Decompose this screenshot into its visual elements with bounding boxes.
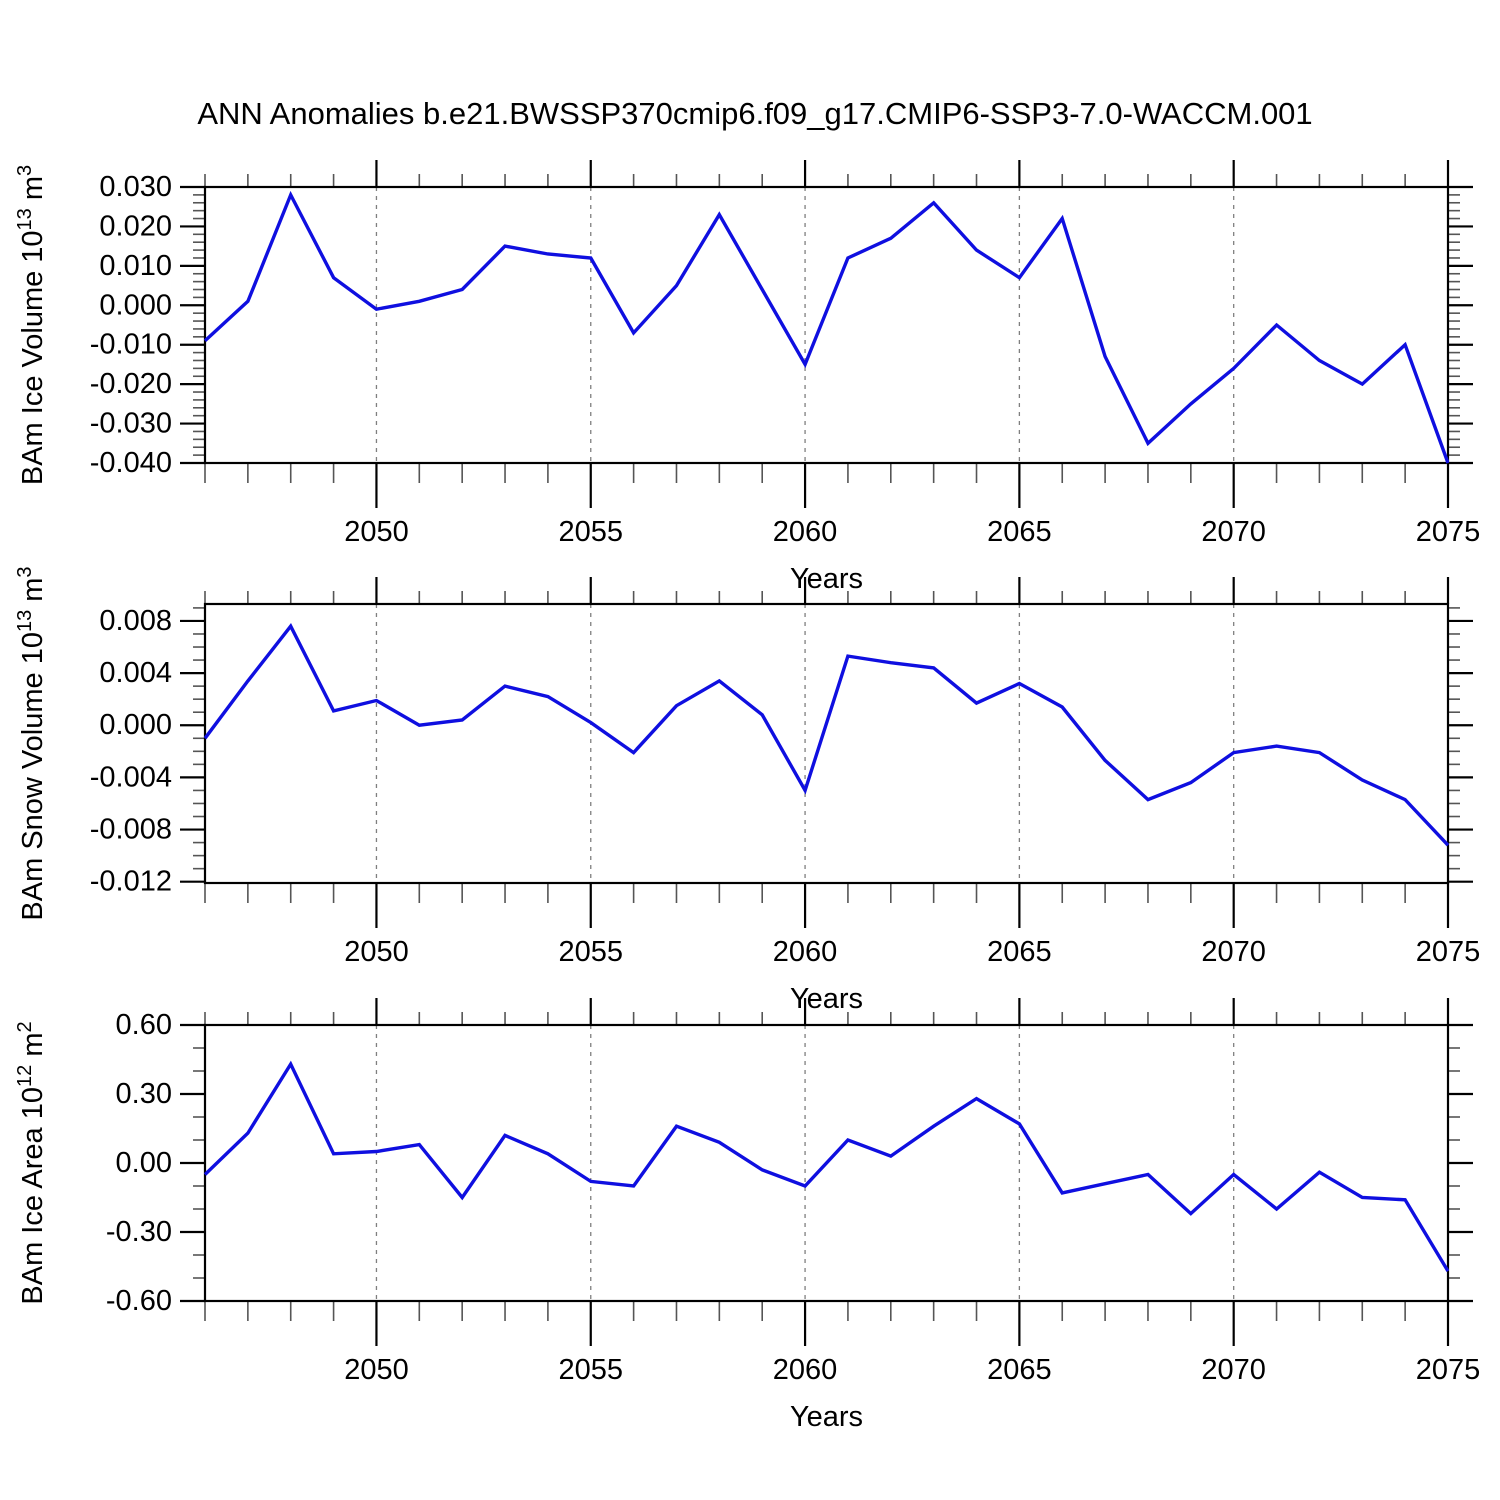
x-axis-title: Years <box>790 1401 863 1433</box>
x-tick-label: 2070 <box>1201 516 1266 548</box>
x-tick-label: 2065 <box>987 1354 1052 1386</box>
y-axis-title: BAm Snow Volume 1013 m3 <box>14 566 49 920</box>
y-tick-label: 0.010 <box>99 250 172 282</box>
panel-1: 2050 2055 2060 2065 2070 2075 0.030 0.020 0.010 0… <box>14 160 1480 595</box>
y-tick-label: -0.60 <box>106 1285 172 1317</box>
y-tick-label: -0.008 <box>90 814 172 846</box>
x-tick-label: 2055 <box>559 1354 624 1386</box>
x-axis-title: Years <box>790 983 863 1015</box>
y-tick-label: 0.004 <box>99 657 172 689</box>
x-tick-label: 2060 <box>773 516 838 548</box>
x-tick-label: 2075 <box>1416 936 1481 968</box>
y-tick-label: -0.012 <box>90 866 172 898</box>
y-tick-label: 0.008 <box>99 605 172 637</box>
x-tick-label: 2065 <box>987 936 1052 968</box>
x-tick-label: 2065 <box>987 516 1052 548</box>
y-axis-title: BAm Ice Area 1012 m2 <box>14 1021 49 1304</box>
y-tick-label: 0.020 <box>99 210 172 242</box>
y-tick-label: -0.020 <box>90 368 172 400</box>
x-tick-label: 2050 <box>344 516 409 548</box>
y-tick-label: 0.030 <box>99 171 172 203</box>
chart-title: ANN Anomalies b.e21.BWSSP370cmip6.f09_g1… <box>197 96 1313 131</box>
y-tick-label: -0.30 <box>106 1216 172 1248</box>
x-tick-label: 2055 <box>559 936 624 968</box>
panel-frame <box>203 1023 1450 1303</box>
x-tick-label: 2060 <box>773 1354 838 1386</box>
series-line <box>204 623 1449 847</box>
y-tick-label: -0.040 <box>90 447 172 479</box>
panel-frame <box>203 185 1450 465</box>
y-tick-label: 0.000 <box>99 709 172 741</box>
x-tick-label: 2070 <box>1201 1354 1266 1386</box>
x-tick-label: 2075 <box>1416 516 1481 548</box>
x-tick-label: 2070 <box>1201 936 1266 968</box>
y-tick-label: -0.030 <box>90 408 172 440</box>
series-line <box>204 190 1449 464</box>
panel-2: 2050 2055 2060 2065 2070 2075 0.008 0.004 0.000 -… <box>14 566 1480 1015</box>
series-line <box>204 1060 1449 1272</box>
y-tick-label: -0.004 <box>90 761 172 793</box>
x-tick-label: 2055 <box>559 516 624 548</box>
x-tick-label: 2075 <box>1416 1354 1481 1386</box>
y-tick-label: 0.30 <box>116 1078 172 1110</box>
panel-frame <box>203 602 1450 885</box>
y-axis-title: BAm Ice Volume 1013 m3 <box>14 165 49 485</box>
y-tick-label: 0.000 <box>99 289 172 321</box>
panel-3: 2050 2055 2060 2065 2070 2075 0.60 0.30 0.00 -0.3… <box>14 998 1480 1433</box>
x-tick-label: 2050 <box>344 936 409 968</box>
y-tick-label: 0.00 <box>116 1147 172 1179</box>
y-tick-label: 0.60 <box>116 1009 172 1041</box>
x-tick-label: 2060 <box>773 936 838 968</box>
x-axis-title: Years <box>790 563 863 595</box>
x-tick-label: 2050 <box>344 1354 409 1386</box>
y-tick-label: -0.010 <box>90 329 172 361</box>
